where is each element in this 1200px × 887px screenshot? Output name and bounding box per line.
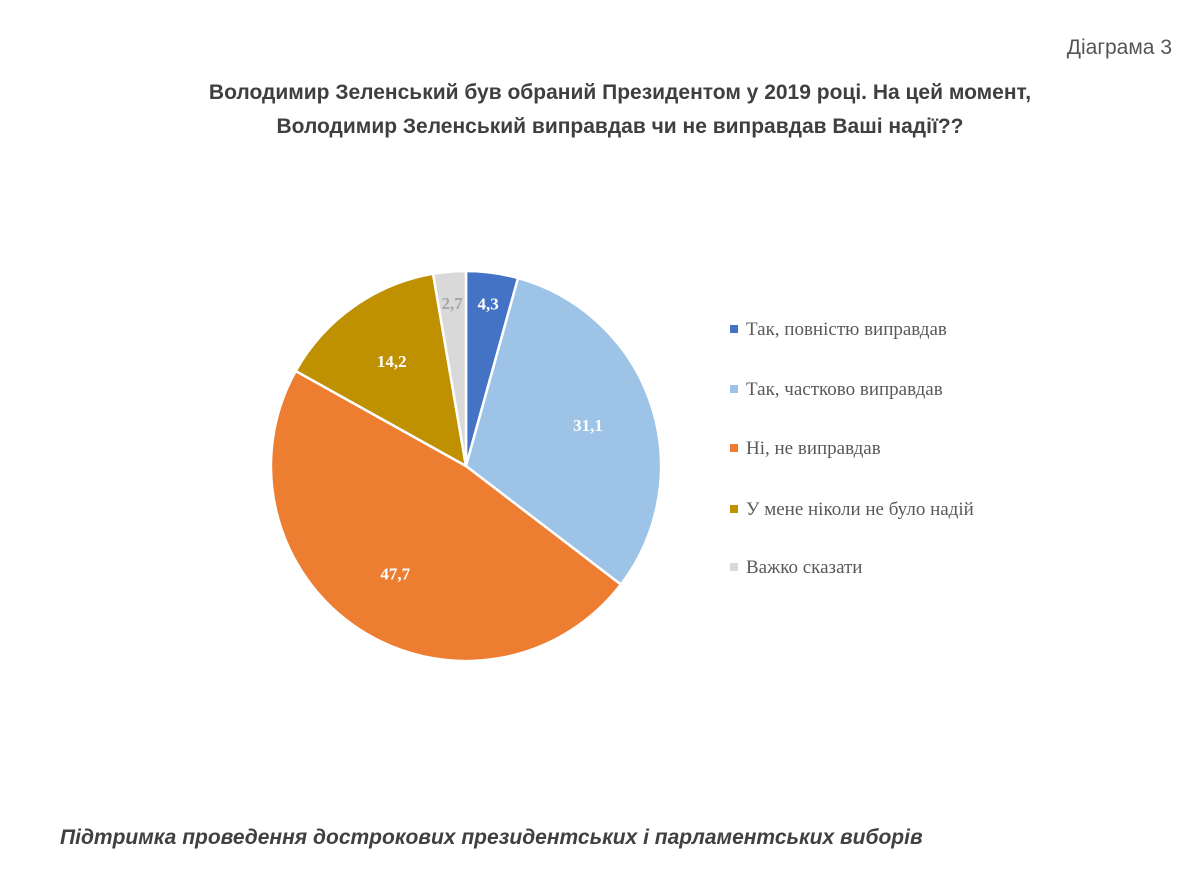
legend-label-partially-justified: Так, частково виправдав (746, 379, 943, 400)
diagram-number-label: Діаграма 3 (1066, 36, 1172, 59)
data-label-hard-to-say: 2,7 (441, 294, 463, 313)
legend-swatch-never-had-hopes (730, 505, 738, 513)
data-label-not-justified: 47,7 (380, 565, 410, 584)
chart-legend: Так, повністю виправдав Так, частково ви… (730, 318, 1000, 579)
footer-heading: Підтримка проведення дострокових президе… (60, 826, 923, 849)
chart-title-line-2: Володимир Зеленський виправдав чи не вип… (276, 115, 964, 138)
pie-slice-never-had-hopes (294, 272, 468, 468)
chart-title-line-1: Володимир Зеленський був обраний Президе… (208, 81, 1032, 104)
chart-title: Володимир Зеленський був обраний Президе… (0, 76, 1200, 144)
legend-item-fully-justified: Так, повністю виправдав (730, 318, 1000, 364)
data-label-never-had-hopes: 14,2 (377, 352, 407, 371)
legend-swatch-hard-to-say (730, 563, 738, 571)
legend-item-not-justified: Ні, не виправдав (730, 437, 1000, 460)
legend-item-partially-justified: Так, частково виправдав (730, 378, 1000, 424)
legend-item-hard-to-say: Важко сказати (730, 556, 1000, 579)
legend-swatch-not-justified (730, 444, 738, 452)
legend-swatch-fully-justified (730, 325, 738, 333)
legend-swatch-partially-justified (730, 385, 738, 393)
pie-slice-not-justified (269, 369, 623, 663)
data-label-fully-justified: 4,3 (477, 295, 498, 314)
pie-slice-hard-to-say (431, 269, 468, 468)
legend-label-not-justified: Ні, не виправдав (746, 438, 881, 459)
data-label-partially-justified: 31,1 (573, 416, 603, 435)
pie-slice-partially-justified (464, 276, 663, 586)
legend-label-fully-justified: Так, повністю виправдав (746, 319, 947, 340)
legend-label-hard-to-say: Важко сказати (746, 557, 863, 578)
legend-label-never-had-hopes: У мене ніколи не було надій (746, 499, 974, 520)
legend-item-never-had-hopes: У мене ніколи не було надій (730, 498, 1000, 544)
